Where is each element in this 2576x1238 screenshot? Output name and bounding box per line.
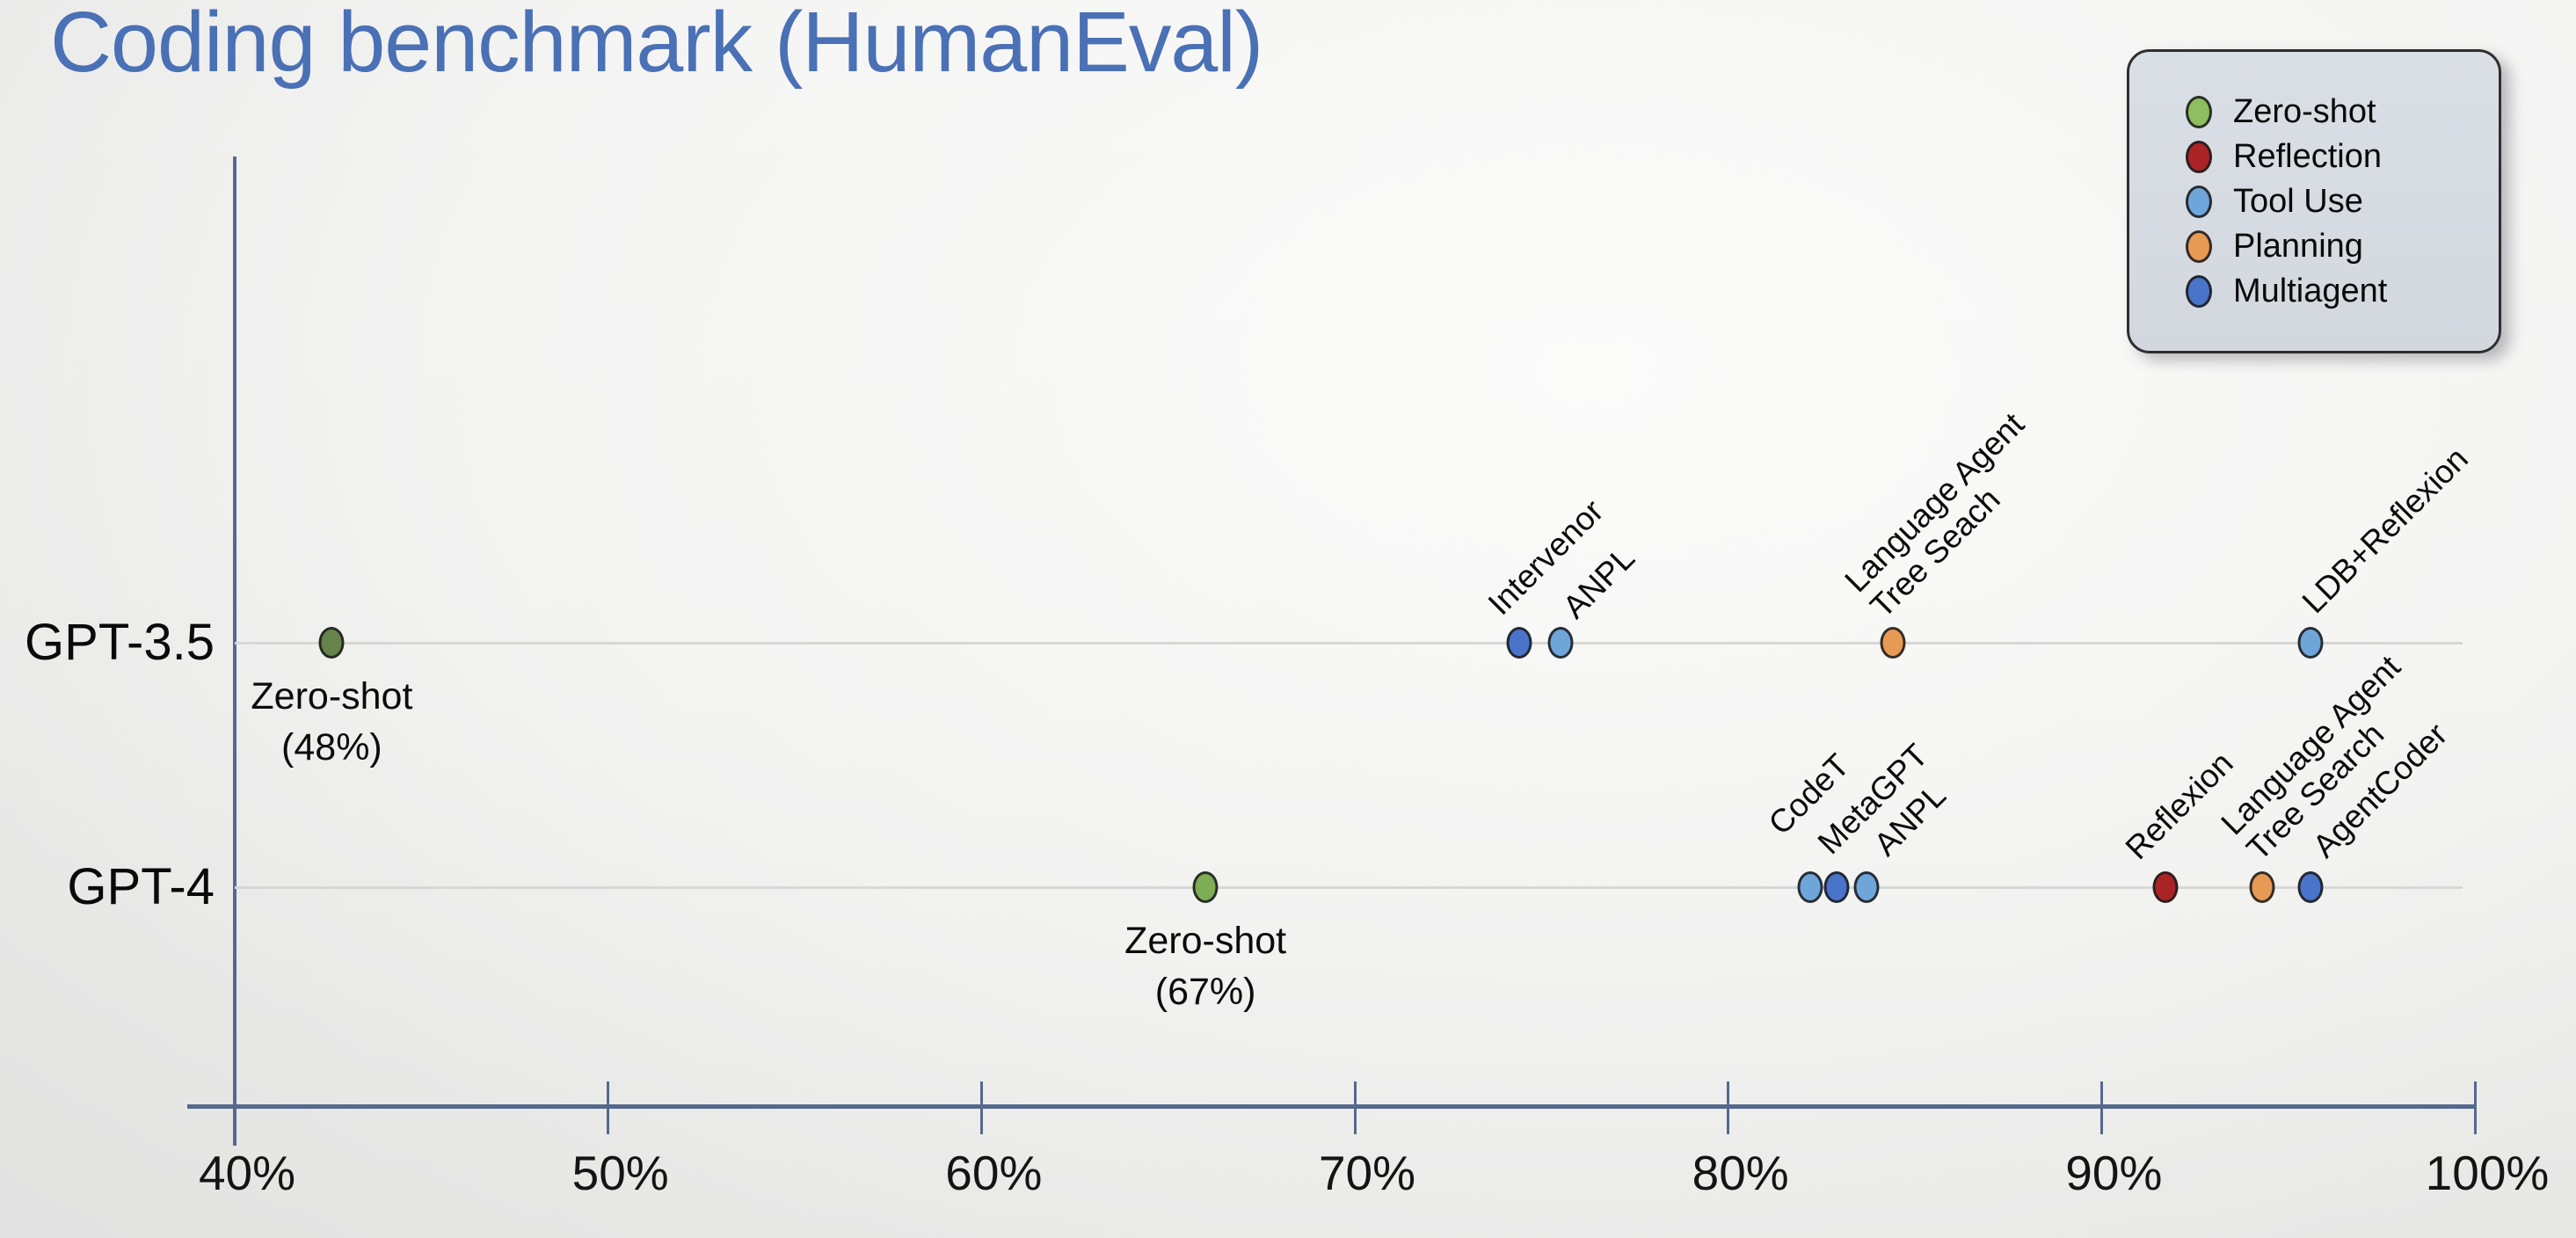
legend-box: Zero-shot Reflection Tool Use Planning Multi… [2127, 49, 2501, 353]
dot-gpt-3-5-intervenor [1506, 627, 1532, 659]
x-axis-line [187, 1104, 2477, 1109]
legend-label: Multiagent [2233, 273, 2388, 310]
annotation-gpt-4-zero-shot: Zero-shot (67%) [1124, 920, 1287, 1014]
dot-gpt-4-metagpt [1823, 871, 1850, 903]
dot-gpt-3-5-anpl [1547, 627, 1574, 659]
x-axis-tick-label-100: 100% [2425, 1146, 2550, 1200]
legend-item-tool-use: Tool Use [2186, 185, 2499, 218]
x-axis-tick-label-80: 80% [1692, 1146, 1789, 1200]
x-axis-tick-70 [1353, 1081, 1357, 1134]
legend-item-reflection: Reflection [2186, 140, 2499, 173]
reflection-marker-icon [2186, 140, 2212, 173]
x-axis-tick-90 [2099, 1081, 2103, 1134]
x-axis-tick-60 [979, 1081, 983, 1134]
dot-gpt-3-5-zero-shot [318, 627, 345, 659]
row-label-gpt-4: GPT-4 [67, 858, 215, 915]
point-label-gpt-3-5-language-agent-tree-seach: Language Agent Tree Seach [1837, 405, 2031, 625]
legend-item-multiagent: Multiagent [2186, 274, 2499, 308]
legend-item-planning: Planning [2186, 229, 2499, 263]
y-axis-line [233, 157, 236, 1146]
dot-gpt-3-5-language-agent-tree-seach [1880, 627, 1906, 659]
dot-gpt-4-zero-shot [1192, 871, 1219, 903]
annotation-gpt-3-5-zero-shot: Zero-shot (48%) [251, 675, 413, 769]
zero-shot-marker-icon [2186, 95, 2212, 128]
dot-gpt-4-language-agent-tree-search [2249, 871, 2275, 903]
legend-label: Tool Use [2233, 183, 2363, 220]
x-axis-tick-label-90: 90% [2065, 1146, 2163, 1200]
x-axis-tick-label-50: 50% [571, 1146, 669, 1200]
x-axis-tick-50 [607, 1081, 610, 1134]
legend-label: Reflection [2233, 138, 2382, 175]
dot-gpt-4-reflexion [2152, 871, 2179, 903]
x-axis-tick-label-40: 40% [198, 1146, 296, 1200]
tool-use-marker-icon [2186, 185, 2212, 218]
gridline-gpt-3-5 [235, 641, 2463, 644]
row-label-gpt-3-5: GPT-3.5 [25, 614, 215, 671]
gridline-gpt-4 [235, 885, 2463, 889]
legend-item-zero-shot: Zero-shot [2186, 95, 2499, 128]
dot-gpt-3-5-ldb-reflexion [2297, 627, 2324, 659]
dot-gpt-4-agentcoder [2297, 871, 2324, 903]
multiagent-marker-icon [2186, 274, 2212, 308]
point-label-gpt-4-reflexion: Reflexion [2118, 744, 2240, 866]
planning-marker-icon [2186, 229, 2212, 263]
point-label-gpt-3-5-ldb-reflexion: LDB+Reflexion [2295, 440, 2476, 620]
x-axis-tick-label-70: 70% [1318, 1146, 1416, 1200]
x-axis-tick-80 [1727, 1081, 1730, 1134]
x-axis-tick-label-60: 60% [945, 1146, 1043, 1200]
legend-label: Zero-shot [2233, 93, 2376, 130]
x-axis-tick-100 [2473, 1081, 2477, 1134]
chart-title: Coding benchmark (HumanEval) [50, 0, 1263, 90]
legend-label: Planning [2233, 228, 2363, 265]
dot-gpt-4-codet [1797, 871, 1823, 903]
dot-gpt-4-anpl [1853, 871, 1880, 903]
